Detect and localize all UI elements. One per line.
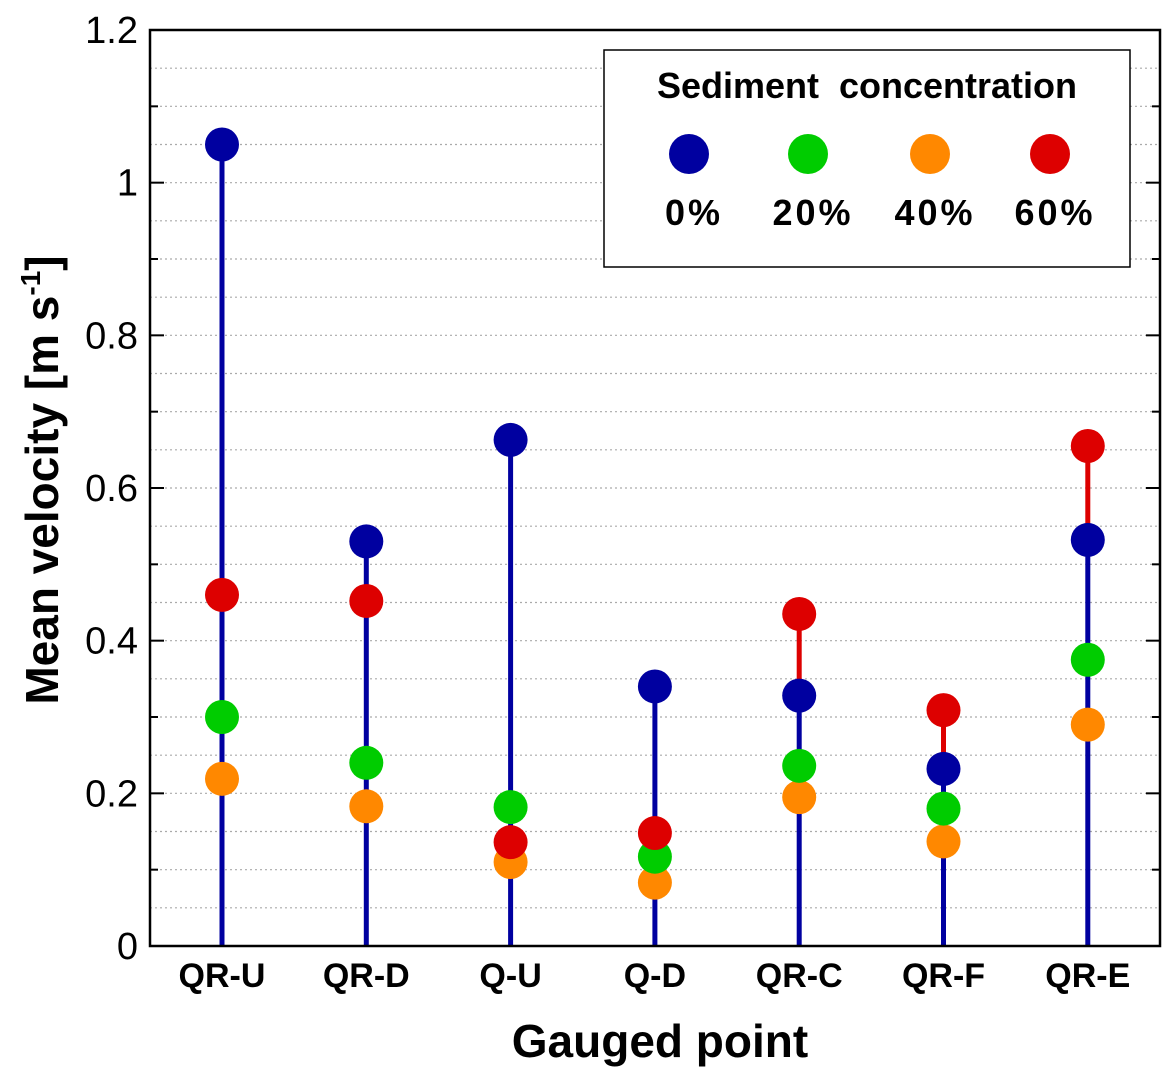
data-point-20pct <box>637 839 672 874</box>
data-point-40pct <box>1070 707 1105 742</box>
data-point-60pct <box>782 596 817 631</box>
legend-label-0pct: 0% <box>665 192 723 233</box>
data-point-0pct <box>493 422 528 457</box>
x-category-label: QR-C <box>756 957 843 995</box>
data-point-60pct <box>637 816 672 851</box>
x-category-label: QR-D <box>323 957 410 995</box>
data-point-20pct <box>349 745 384 780</box>
x-category-label: Q-D <box>624 957 686 995</box>
data-point-20pct <box>782 748 817 783</box>
y-axis-title-main: Mean velocity [m s <box>16 296 68 705</box>
y-tick-label: 0 <box>117 926 138 968</box>
data-point-40pct <box>349 789 384 824</box>
data-point-20pct <box>1070 642 1105 677</box>
y-axis-title-end: ] <box>16 255 68 270</box>
data-point-0pct <box>926 751 961 786</box>
data-point-20pct <box>205 700 239 734</box>
x-category-label: QR-E <box>1045 957 1130 995</box>
x-category-label: QR-F <box>902 957 985 995</box>
data-point-40pct <box>782 780 817 815</box>
x-category-label: Q-U <box>479 957 541 995</box>
y-tick-label: 0.8 <box>85 315 138 357</box>
data-point-60pct <box>926 693 961 728</box>
x-category-label: QR-U <box>179 957 266 995</box>
data-point-0pct <box>349 524 384 559</box>
x-category-labels: QR-U QR-D Q-U Q-D QR-C QR-F QR-E <box>179 957 1131 995</box>
legend: Sediment concentration 0% 20% 40% 60% <box>603 49 1131 268</box>
legend-items: 0% 20% 40% 60% <box>665 134 1095 233</box>
y-tick-label: 1 <box>117 163 138 205</box>
data-point-0pct <box>637 669 672 704</box>
legend-label-60pct: 60% <box>1014 192 1095 233</box>
y-tick-label: 1.2 <box>85 10 138 52</box>
data-point-20pct <box>926 791 961 826</box>
y-axis-title-superscript: -1 <box>15 271 46 296</box>
data-point-40pct <box>637 865 672 900</box>
legend-label-40pct: 40% <box>894 192 975 233</box>
data-point-60pct <box>349 583 384 618</box>
data-point-0pct <box>205 127 239 162</box>
data-point-60pct <box>1070 429 1105 464</box>
data-point-40pct <box>205 761 239 796</box>
data-point-40pct <box>926 824 961 859</box>
legend-marker-20pct <box>788 134 828 174</box>
y-tick-label: 0.6 <box>85 468 138 510</box>
data-point-20pct <box>493 790 528 825</box>
axis-ticks <box>150 29 1160 947</box>
y-tick-label: 0.4 <box>85 621 138 663</box>
legend-marker-60pct <box>1030 134 1070 174</box>
data-point-0pct <box>782 678 817 713</box>
x-axis-title: Gauged point <box>512 1015 808 1067</box>
legend-marker-0pct <box>669 134 709 174</box>
data-point-60pct <box>493 825 528 860</box>
y-axis-title: Mean velocity [m s-1] <box>15 255 68 704</box>
data-points <box>205 127 1105 900</box>
y-tick-labels: 0 0.2 0.4 0.6 0.8 1 1.2 <box>85 10 138 968</box>
data-point-0pct <box>1070 522 1105 557</box>
legend-label-20pct: 20% <box>772 192 853 233</box>
legend-title: Sediment concentration <box>657 65 1077 106</box>
data-point-60pct <box>205 577 239 612</box>
legend-marker-40pct <box>910 134 950 174</box>
y-tick-label: 0.2 <box>85 773 138 815</box>
